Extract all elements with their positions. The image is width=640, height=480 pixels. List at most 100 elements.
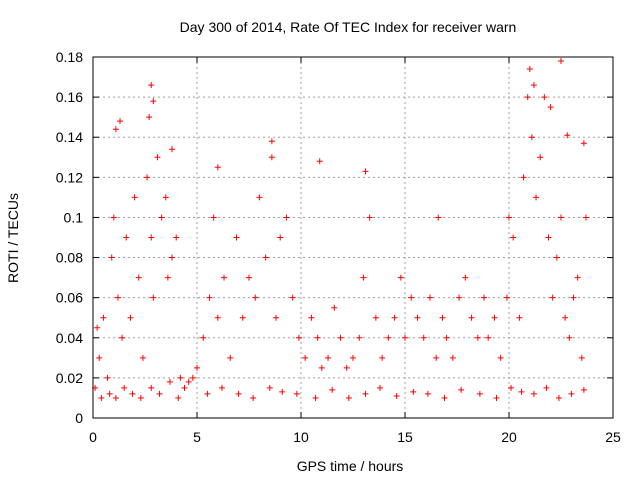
data-point [106, 390, 113, 397]
x-tick-label: 15 [397, 429, 413, 445]
data-point [543, 384, 550, 391]
data-point [350, 354, 356, 361]
data-point [96, 354, 103, 361]
data-point [235, 390, 242, 397]
data-point [233, 234, 240, 241]
data-point [547, 104, 554, 111]
data-point [119, 334, 126, 341]
data-point [262, 254, 269, 261]
data-point [239, 314, 246, 321]
data-point [379, 354, 386, 361]
data-point [360, 274, 367, 281]
data-point [524, 94, 531, 101]
y-tick-label: 0.12 [56, 169, 83, 185]
data-point [148, 82, 155, 89]
y-tick-label: 0.14 [56, 129, 83, 145]
data-point [366, 214, 373, 221]
data-point [510, 234, 517, 241]
data-point [530, 390, 537, 397]
axes: 0 5 10 15 20 25 0 0.02 0.04 0.06 0.08 0.1 0.12 0.14 0.… [56, 49, 621, 445]
data-point [279, 388, 286, 395]
data-point [491, 314, 498, 321]
data-point [518, 388, 525, 395]
data-point [414, 314, 421, 321]
data-point [314, 334, 321, 341]
data-point [150, 294, 157, 301]
data-point [582, 214, 589, 221]
data-point [468, 314, 475, 321]
data-point [268, 154, 275, 161]
data-point [148, 384, 155, 391]
data-point [293, 390, 300, 397]
data-point [345, 394, 352, 401]
data-point [408, 294, 415, 301]
data-point [526, 66, 533, 73]
data-point [481, 294, 488, 301]
data-point [372, 314, 379, 321]
data-point [462, 274, 469, 281]
data-point [166, 378, 173, 385]
data-point [117, 118, 124, 125]
data-point [580, 386, 587, 393]
data-point [574, 274, 581, 281]
data-point [580, 140, 587, 147]
data-point [173, 234, 180, 241]
y-tick-label: 0.18 [56, 49, 83, 65]
data-point [289, 294, 296, 301]
data-point [312, 394, 319, 401]
y-tick-label: 0.04 [56, 330, 83, 346]
data-point [210, 214, 217, 221]
data-point [402, 334, 408, 341]
data-point [541, 94, 548, 101]
data-point [302, 354, 309, 361]
data-point [169, 254, 176, 261]
data-points [92, 58, 589, 401]
data-point [397, 274, 404, 281]
data-point [316, 158, 323, 165]
data-point [570, 294, 577, 301]
data-point [485, 334, 492, 341]
data-point [295, 334, 302, 341]
data-point [393, 392, 400, 399]
data-point [150, 98, 157, 105]
data-point [131, 194, 138, 201]
data-point [578, 354, 585, 361]
data-point [508, 384, 515, 391]
data-point [520, 174, 527, 181]
data-point [252, 294, 259, 301]
data-point [169, 146, 176, 153]
data-point [112, 394, 119, 401]
data-point [135, 274, 142, 281]
data-point [391, 314, 398, 321]
data-point [528, 134, 535, 141]
data-point [533, 194, 540, 201]
data-point [277, 234, 284, 241]
data-point [129, 390, 136, 397]
data-point [420, 334, 427, 341]
plot-frame [92, 56, 614, 419]
data-point [530, 82, 537, 89]
data-point [181, 384, 188, 391]
data-point [194, 364, 200, 371]
data-point [200, 334, 207, 341]
data-point [555, 394, 562, 401]
data-point [156, 390, 163, 397]
x-tick-label: 0 [89, 429, 97, 445]
x-tick-label: 25 [605, 429, 621, 445]
x-axis-label: GPS time / hours [297, 458, 404, 474]
x-tick-label: 5 [193, 429, 201, 445]
data-point [385, 334, 392, 341]
data-point [343, 364, 350, 371]
data-point [549, 294, 556, 301]
data-point [189, 374, 196, 381]
data-point [558, 58, 564, 65]
y-tick-label: 0.16 [56, 89, 83, 105]
data-point [108, 254, 115, 261]
data-point [273, 314, 280, 321]
data-point [177, 374, 184, 381]
data-point [337, 334, 344, 341]
data-point [449, 354, 456, 361]
data-point [331, 304, 338, 311]
y-axis-label: ROTI / TECUs [5, 193, 21, 283]
